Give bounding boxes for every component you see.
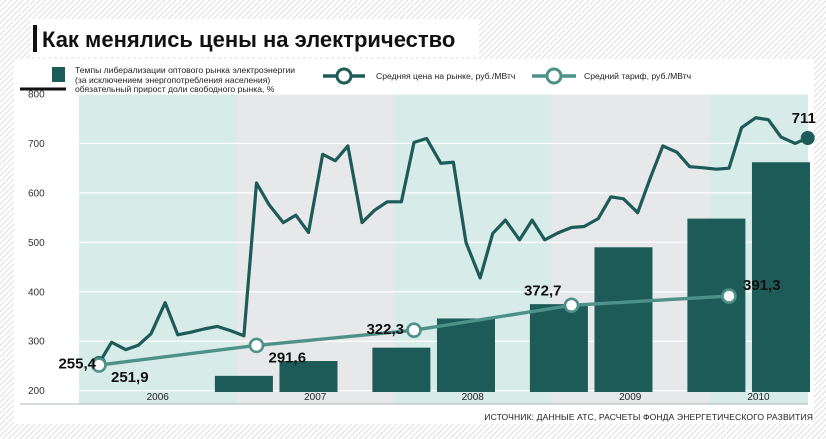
- liberalization-bar: [529, 304, 588, 392]
- x-year-label: 2008: [462, 392, 485, 403]
- data-label: 291,6: [269, 349, 307, 366]
- x-year-label: 2006: [147, 392, 170, 403]
- legend-bars-line1: Темпы либерализации оптового рынка элект…: [75, 65, 295, 75]
- y-tick-label: 300: [28, 337, 45, 348]
- y-tick-label: 200: [28, 386, 45, 397]
- y-tick-label: 800: [28, 90, 45, 101]
- liberalization-bar: [436, 318, 495, 392]
- source-note: ИСТОЧНИК: ДАННЫЕ АТС, РАСЧЕТЫ ФОНДА ЭНЕР…: [484, 412, 813, 422]
- liberalization-bar: [751, 162, 810, 392]
- legend-bars-line2: (за исключением энергопотребления населе…: [75, 75, 270, 85]
- legend-market-label: Средняя цена на рынке, руб./МВтч: [376, 71, 515, 81]
- x-year-label: 2009: [619, 392, 642, 403]
- tariff-point: [721, 288, 737, 304]
- liberalization-bar: [214, 375, 273, 392]
- data-label: 372,7: [524, 282, 562, 299]
- data-label: 251,9: [111, 369, 149, 386]
- market-price-line: [97, 116, 809, 365]
- title-marker: [33, 25, 37, 52]
- legend-bar-swatch: [52, 67, 65, 82]
- tariff-point: [248, 337, 265, 354]
- legend-market-marker: [335, 67, 353, 85]
- y-tick-label: 600: [28, 188, 45, 199]
- legend-bars-line3: обязательный прирост доли свободного рын…: [75, 84, 275, 94]
- liberalization-bar: [687, 218, 746, 392]
- market-price-point: [800, 131, 815, 146]
- x-year-label: 2010: [747, 392, 770, 403]
- tariff-point: [563, 297, 580, 314]
- liberalization-bar: [594, 247, 653, 392]
- data-label: 391,3: [743, 277, 781, 294]
- y-tick-label: 400: [28, 287, 45, 298]
- data-label: 255,4: [58, 355, 96, 372]
- year-band-2007: [236, 94, 394, 404]
- plot-area: 200 300 400 500 600 700 800 2006 2007 2008 2009 201…: [20, 90, 816, 405]
- y-tick-label: 700: [28, 139, 45, 150]
- legend-tariff-label: Средний тариф, руб./МВтч: [584, 71, 691, 81]
- data-label: 322,3: [366, 321, 404, 338]
- tariff-point: [406, 322, 422, 339]
- tariff-point: [91, 357, 107, 373]
- x-year-label: 2007: [304, 392, 327, 403]
- title-box: [31, 19, 479, 57]
- chart-title: Как менялись цены на электричество: [42, 27, 455, 52]
- liberalization-bar: [279, 361, 338, 392]
- data-label: 711: [792, 110, 816, 127]
- liberalization-bar: [372, 347, 431, 392]
- legend-tariff-marker: [545, 67, 563, 85]
- y-tick-label: 500: [28, 238, 45, 249]
- legend: Темпы либерализации оптового рынка элект…: [20, 65, 691, 94]
